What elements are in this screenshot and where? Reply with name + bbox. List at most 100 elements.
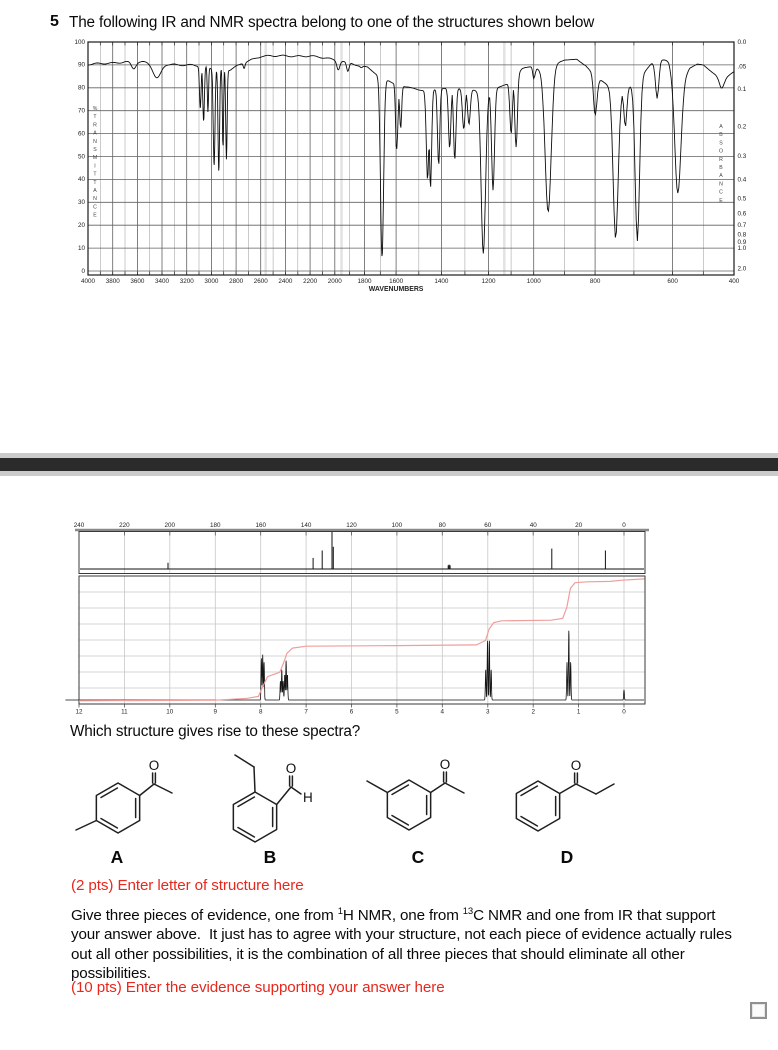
svg-text:80: 80: [78, 85, 86, 92]
structure-c-drawing: O: [366, 757, 465, 831]
svg-text:A: A: [93, 131, 97, 137]
svg-text:.05: .05: [738, 64, 747, 71]
svg-text:C: C: [93, 204, 97, 210]
svg-text:12: 12: [75, 709, 83, 716]
svg-text:2.0: 2.0: [738, 266, 747, 273]
svg-text:%: %: [93, 106, 98, 112]
svg-text:800: 800: [590, 278, 601, 285]
svg-text:10: 10: [166, 709, 174, 716]
svg-text:E: E: [93, 213, 97, 219]
svg-text:0: 0: [81, 268, 85, 275]
svg-text:A: A: [719, 173, 723, 179]
page-break-separator: [0, 458, 778, 471]
hydrogen-label: H: [303, 790, 313, 805]
svg-text:1200: 1200: [481, 278, 496, 285]
svg-text:3400: 3400: [155, 278, 170, 285]
svg-text:1000: 1000: [527, 278, 542, 285]
svg-text:0: 0: [622, 522, 626, 529]
svg-text:0.0: 0.0: [738, 39, 747, 46]
svg-text:E: E: [719, 198, 723, 204]
svg-text:200: 200: [165, 522, 176, 529]
svg-text:60: 60: [484, 522, 492, 529]
svg-text:60: 60: [78, 130, 86, 137]
structure-c-label: C: [411, 847, 425, 867]
svg-text:40: 40: [530, 522, 538, 529]
evidence-answer-prompt[interactable]: (10 pts) Enter the evidence supporting y…: [71, 979, 445, 996]
evidence-paragraph: Give three pieces of evidence, one from …: [71, 906, 732, 983]
svg-text:R: R: [93, 122, 97, 128]
svg-text:2800: 2800: [229, 278, 244, 285]
svg-text:R: R: [719, 157, 723, 163]
svg-text:0.6: 0.6: [738, 210, 747, 217]
svg-text:N: N: [93, 139, 97, 145]
svg-text:0.3: 0.3: [738, 153, 747, 160]
svg-text:8: 8: [259, 709, 263, 716]
structure-a-label: A: [110, 847, 124, 867]
svg-text:N: N: [719, 181, 723, 187]
structure-a-drawing: O: [75, 758, 173, 834]
nmr-spectra-chart: 240 220 200 180 160 140 120 100 80 60 40 20 012 11 10 9…: [65, 522, 649, 716]
svg-text:3600: 3600: [130, 278, 145, 285]
svg-text:140: 140: [301, 522, 312, 529]
svg-text:2200: 2200: [303, 278, 318, 285]
svg-text:S: S: [93, 147, 97, 153]
svg-text:400: 400: [729, 278, 740, 285]
svg-text:I: I: [94, 163, 95, 169]
svg-text:220: 220: [119, 522, 130, 529]
svg-text:100: 100: [74, 39, 85, 46]
question-text: Which structure gives rise to these spec…: [70, 723, 361, 740]
svg-text:2000: 2000: [328, 278, 343, 285]
svg-text:1.0: 1.0: [738, 245, 747, 252]
corner-checkbox[interactable]: [750, 1002, 767, 1019]
question-number: 5: [50, 13, 59, 30]
structure-answer-prompt[interactable]: (2 pts) Enter letter of structure here: [71, 877, 304, 894]
svg-text:B: B: [719, 165, 723, 171]
oxygen-label: O: [440, 757, 451, 772]
svg-text:WAVENUMBERS: WAVENUMBERS: [369, 286, 424, 292]
svg-text:40: 40: [78, 176, 86, 183]
svg-text:160: 160: [255, 522, 266, 529]
svg-text:600: 600: [667, 278, 678, 285]
svg-text:1: 1: [577, 709, 581, 716]
svg-text:N: N: [93, 196, 97, 202]
svg-text:180: 180: [210, 522, 221, 529]
page-break-edge-bottom: [0, 471, 778, 476]
svg-text:0.1: 0.1: [738, 86, 747, 93]
svg-text:B: B: [719, 132, 723, 138]
svg-text:1400: 1400: [434, 278, 449, 285]
page-break-edge-top: [0, 453, 778, 458]
svg-text:6: 6: [350, 709, 354, 716]
oxygen-label: O: [149, 758, 160, 773]
structure-options: O O H O O: [75, 754, 615, 843]
svg-text:70: 70: [78, 108, 86, 115]
svg-text:100: 100: [392, 522, 403, 529]
svg-text:0.4: 0.4: [738, 177, 747, 184]
structure-b-label: B: [263, 847, 277, 867]
svg-text:0.7: 0.7: [738, 222, 747, 229]
svg-text:T: T: [93, 180, 97, 186]
svg-text:7: 7: [304, 709, 308, 716]
svg-text:4: 4: [441, 709, 445, 716]
svg-text:A: A: [93, 188, 97, 194]
svg-text:3000: 3000: [204, 278, 219, 285]
svg-text:O: O: [719, 149, 723, 155]
svg-text:3800: 3800: [106, 278, 121, 285]
svg-text:10: 10: [78, 245, 86, 252]
svg-text:20: 20: [575, 522, 583, 529]
svg-text:A: A: [719, 124, 723, 130]
svg-text:T: T: [93, 114, 97, 120]
svg-text:11: 11: [121, 709, 128, 716]
svg-text:5: 5: [395, 709, 399, 716]
svg-text:0.8: 0.8: [738, 232, 747, 239]
svg-text:90: 90: [78, 62, 86, 69]
svg-text:T: T: [93, 172, 97, 178]
svg-text:240: 240: [74, 522, 85, 529]
svg-text:80: 80: [439, 522, 447, 529]
svg-text:1800: 1800: [357, 278, 372, 285]
svg-text:9: 9: [214, 709, 218, 716]
svg-text:S: S: [719, 140, 723, 146]
oxygen-label: O: [286, 761, 297, 776]
svg-text:2400: 2400: [278, 278, 293, 285]
svg-text:120: 120: [346, 522, 357, 529]
structure-d-drawing: O: [515, 758, 615, 832]
